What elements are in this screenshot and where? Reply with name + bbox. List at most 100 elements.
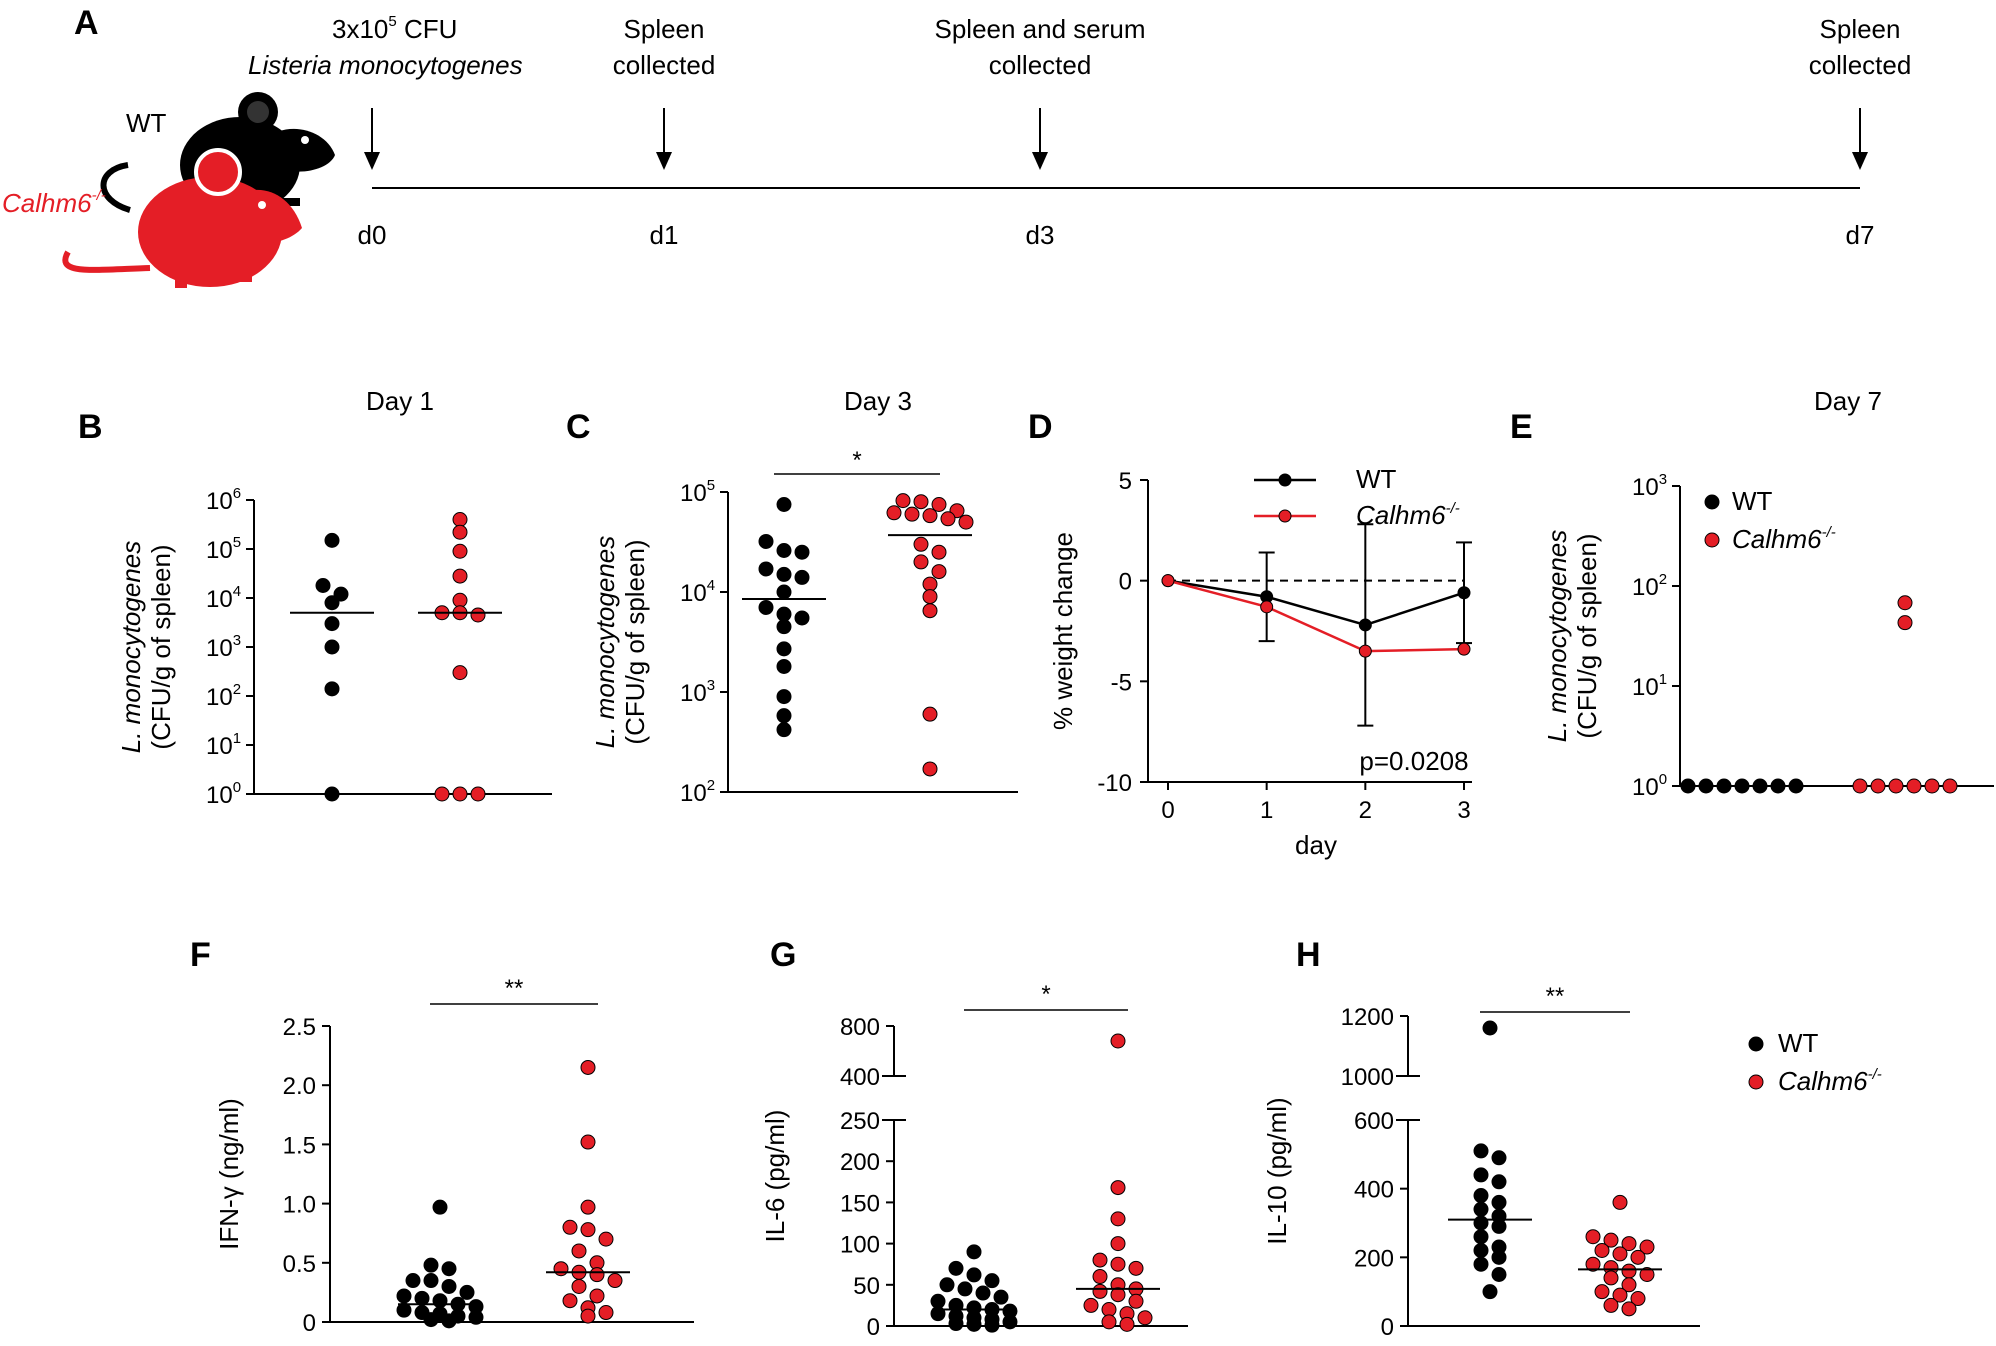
panel-letter-c: C [566, 408, 591, 446]
data-point-ko [1119, 1316, 1135, 1332]
data-point-wt [1473, 1201, 1489, 1217]
data-point-wt [1473, 1242, 1489, 1258]
y-axis-label: IFN-γ (ng/ml) [214, 1098, 244, 1250]
panel-letter-a: A [74, 4, 99, 42]
data-point-ko [598, 1305, 614, 1321]
data-point-ko [1897, 615, 1913, 631]
data-point-ko [886, 505, 902, 521]
data-point-ko [913, 536, 929, 552]
data-point-wt [1491, 1218, 1507, 1234]
data-point-ko [1603, 1270, 1619, 1286]
y-axis-label: L. monocytogenes [116, 541, 146, 753]
y-tick-label: 400 [840, 1064, 880, 1091]
y-tick-label: 105 [206, 534, 241, 564]
legend-label: Calhm6-/- [1732, 524, 1836, 554]
data-point-ko [452, 665, 468, 681]
mouse-red-icon [62, 148, 302, 288]
y-tick-label: 600 [1354, 1108, 1394, 1135]
panel-letter-e: E [1510, 408, 1533, 446]
legend-marker [1748, 1036, 1764, 1052]
data-point-ko [1630, 1291, 1646, 1307]
p-value-annotation: p=0.0208 [1359, 746, 1468, 776]
data-point-wt [776, 584, 792, 600]
data-point-ko [1110, 1211, 1126, 1227]
y-tick-label: 101 [1632, 671, 1667, 701]
data-point-ko [1110, 1256, 1126, 1272]
data-point-wt [1473, 1167, 1489, 1183]
data-point-ko [1110, 1180, 1126, 1196]
panel-d-chart: -10 -5 0 5 0 1 2 3 day % weight change WT Calhm6-/-… [1048, 464, 1472, 860]
timeline-events: d0 d1 Spleen collected d3 Spleen and serum col… [358, 14, 1912, 250]
data-point-ko [1612, 1194, 1628, 1210]
data-point-wt [776, 566, 792, 582]
data-point-ko [931, 496, 947, 512]
data-point-ko [1092, 1269, 1108, 1285]
y-tick-label: 0 [303, 1310, 316, 1337]
legend-label: Calhm6-/- [1778, 1066, 1882, 1096]
data-point-wt [324, 639, 340, 655]
data-point-ko [1110, 1287, 1126, 1303]
data-point-ko [1092, 1283, 1108, 1299]
y-tick-label: 150 [840, 1190, 880, 1217]
panel-g-chart: 0 50 100 150 200 250 400 800 IL-6 (pg/ml) * [760, 981, 1188, 1341]
data-point-ko [1128, 1260, 1144, 1276]
legend-marker [1278, 509, 1292, 523]
data-point-ko [1585, 1256, 1601, 1272]
y-axis-label: L. monocytogenes [1542, 530, 1572, 742]
event-label: collected [1809, 50, 1912, 80]
data-point-ko [452, 543, 468, 559]
data-point-wt [758, 599, 774, 615]
event-day-label: d0 [358, 220, 387, 250]
data-point-wt [966, 1316, 982, 1332]
y-tick-label: 250 [840, 1108, 880, 1135]
data-point-wt [776, 689, 792, 705]
x-tick-label: 1 [1260, 797, 1273, 824]
data-point-ko [434, 786, 450, 802]
x-tick-label: 0 [1161, 797, 1174, 824]
significance-label: ** [1546, 983, 1565, 1010]
data-point-ko [1137, 1310, 1153, 1326]
data-point-ko [1603, 1232, 1619, 1248]
data-point-ko [904, 506, 920, 522]
y-axis-label-units: (CFU/g of spleen) [620, 539, 650, 744]
data-point-ko [931, 544, 947, 560]
data-point-ko [1621, 1236, 1637, 1252]
y-tick-label: 2.0 [283, 1073, 316, 1100]
legend-marker [1704, 532, 1720, 548]
data-point-ko [922, 603, 938, 619]
data-point-ko [571, 1278, 587, 1294]
y-tick-label: 0 [867, 1314, 880, 1341]
y-tick-label: 1.5 [283, 1132, 316, 1159]
arrow-down-icon [364, 152, 380, 170]
data-point-wt [441, 1261, 457, 1277]
panel-letter-f: F [190, 936, 211, 974]
data-point [1457, 642, 1471, 656]
data-point-wt [324, 786, 340, 802]
y-tick-label: -10 [1097, 770, 1132, 797]
series-line [1167, 579, 1465, 653]
data-point-wt [324, 616, 340, 632]
data-point-ko [922, 589, 938, 605]
data-point [1260, 600, 1274, 614]
data-point-wt [1491, 1150, 1507, 1166]
event-day-label: d7 [1846, 220, 1875, 250]
y-tick-label: -5 [1111, 669, 1132, 696]
data-point-ko [1110, 1236, 1126, 1252]
legend-label: WT [1356, 464, 1397, 494]
data-point-wt [1491, 1267, 1507, 1282]
data-point-ko [1594, 1284, 1610, 1300]
panel-c-chart: 102 103 104 105 Day 3 L. monocytogenes (CFU/g … [590, 386, 1018, 807]
data-point-ko [1092, 1252, 1108, 1268]
event-label: collected [989, 50, 1092, 80]
data-point-ko [1594, 1242, 1610, 1258]
y-tick-label: 106 [206, 485, 241, 515]
event-label: Spleen [624, 14, 705, 44]
y-tick-label: 1000 [1341, 1064, 1394, 1091]
data-point-ko [1924, 778, 1940, 794]
data-point-wt [984, 1317, 1000, 1333]
data-point-wt [966, 1267, 982, 1283]
data-point-wt [1788, 778, 1804, 794]
data-point-ko [1870, 778, 1886, 794]
data-point-wt [468, 1309, 484, 1325]
